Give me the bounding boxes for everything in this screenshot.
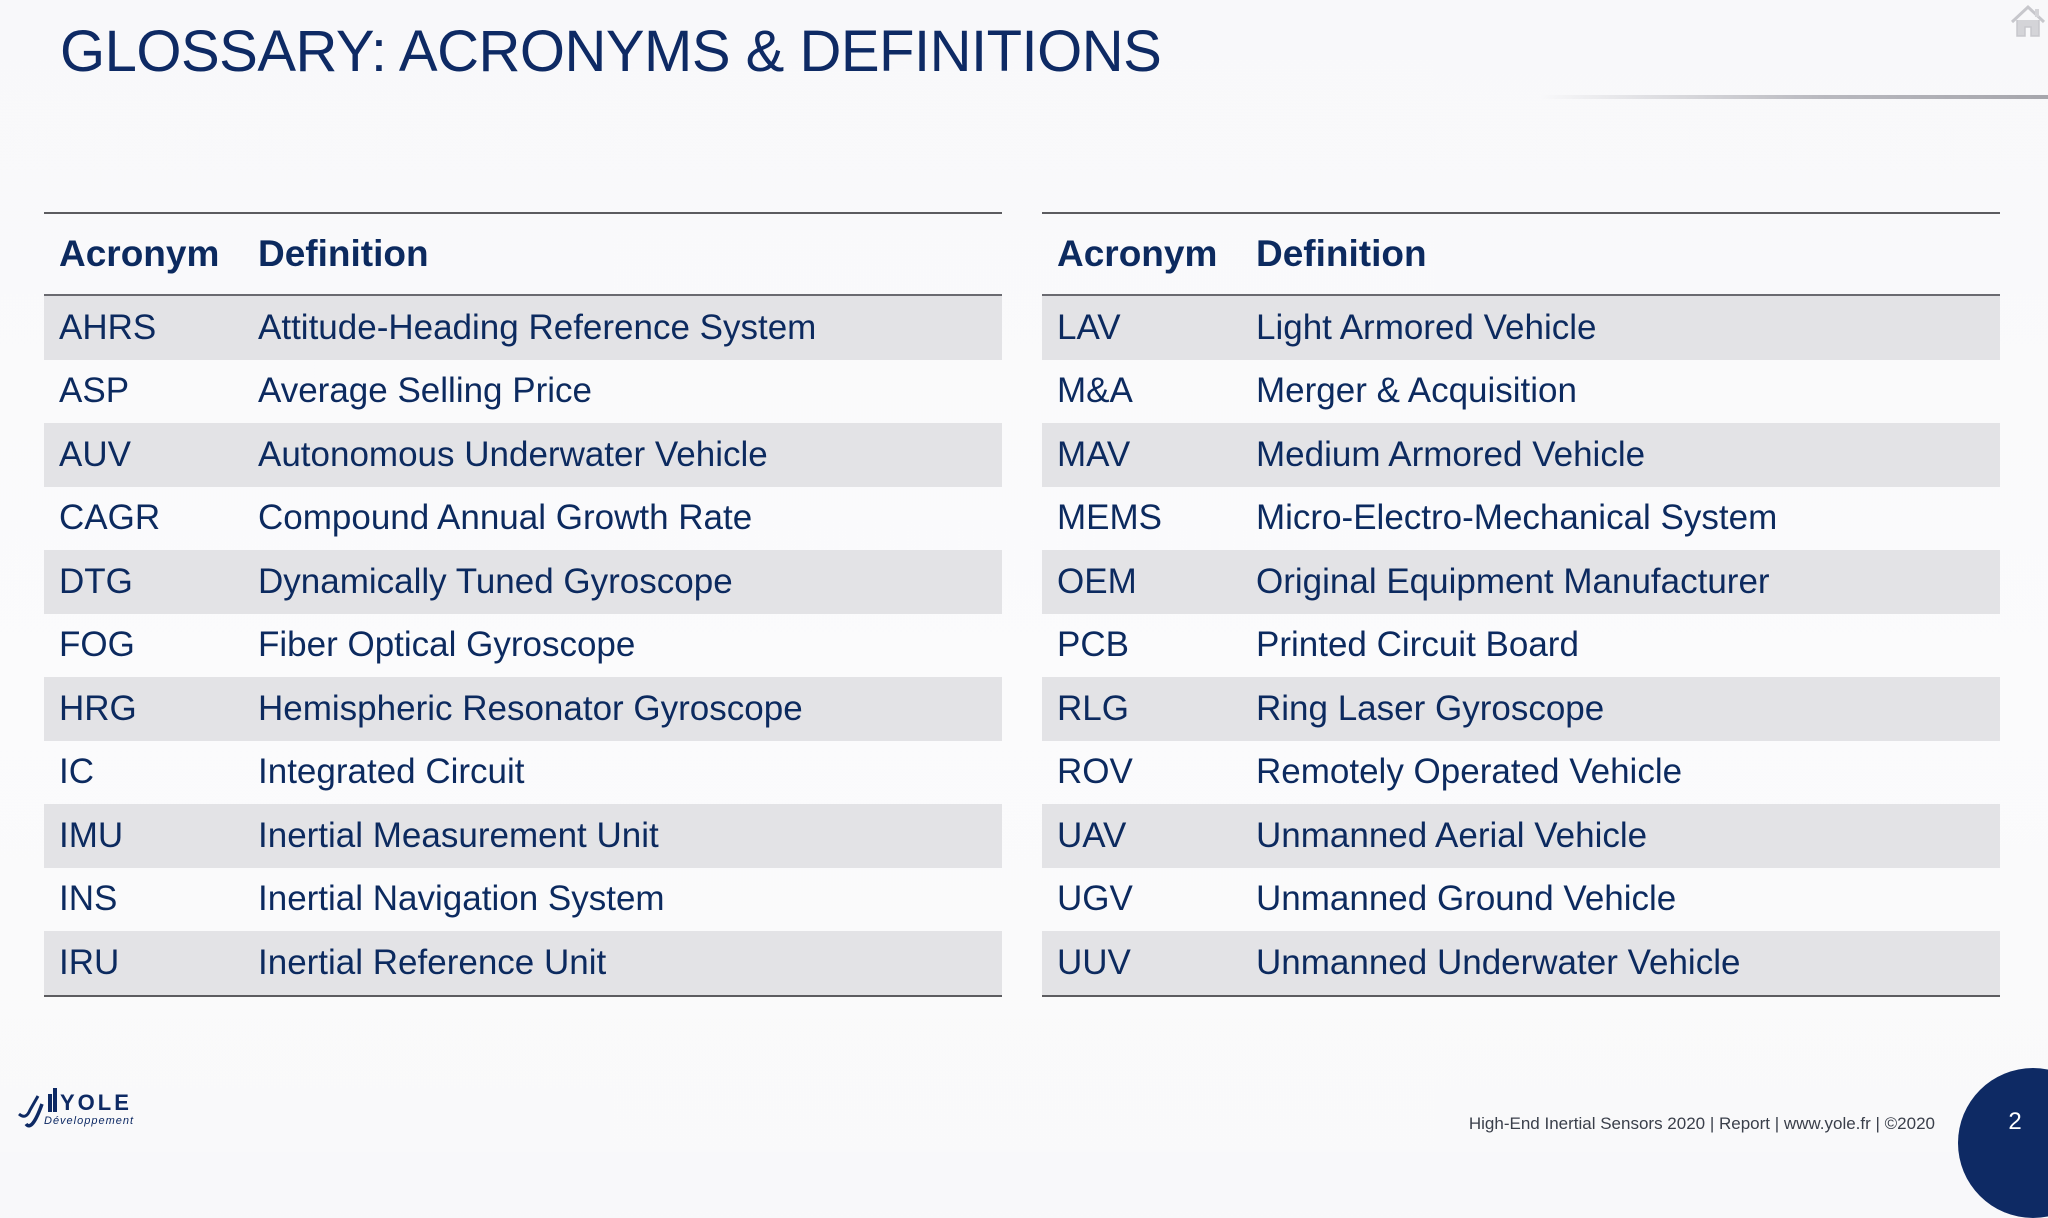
acronym-cell: AHRS — [59, 307, 157, 347]
table-row: HRG Hemispheric Resonator Gyroscope — [44, 677, 1002, 741]
table-row: FOG Fiber Optical Gyroscope — [44, 614, 1002, 678]
acronym-cell: IRU — [59, 942, 120, 982]
definition-cell: Unmanned Aerial Vehicle — [1256, 815, 1648, 855]
table-row: MEMS Micro-Electro-Mechanical System — [1042, 487, 2000, 551]
table-row: MAV Medium Armored Vehicle — [1042, 423, 2000, 487]
acronym-cell: M&A — [1057, 371, 1133, 411]
acronym-cell: IC — [59, 752, 94, 792]
definition-cell: Inertial Measurement Unit — [258, 815, 659, 855]
table-row: DTG Dynamically Tuned Gyroscope — [44, 550, 1002, 614]
definition-cell: Inertial Navigation System — [258, 879, 665, 919]
definition-cell: Fiber Optical Gyroscope — [258, 625, 636, 665]
table-row: IC Integrated Circuit — [44, 741, 1002, 805]
table-row: UAV Unmanned Aerial Vehicle — [1042, 804, 2000, 868]
definition-cell: Integrated Circuit — [258, 752, 525, 792]
table-row: UGV Unmanned Ground Vehicle — [1042, 868, 2000, 932]
table-row: AHRS Attitude-Heading Reference System — [44, 296, 1002, 360]
table-row: UUV Unmanned Underwater Vehicle — [1042, 931, 2000, 995]
acronym-cell: LAV — [1057, 307, 1121, 347]
definition-cell: Unmanned Ground Vehicle — [1256, 879, 1677, 919]
table-row: IRU Inertial Reference Unit — [44, 931, 1002, 995]
definition-cell: Attitude-Heading Reference System — [258, 307, 817, 347]
table-header: Acronym Definition — [44, 214, 1002, 296]
acronym-cell: FOG — [59, 625, 135, 665]
definition-cell: Remotely Operated Vehicle — [1256, 752, 1683, 792]
logo-name: YOLE — [60, 1090, 132, 1115]
acronym-cell: INS — [59, 879, 118, 919]
definition-cell: Autonomous Underwater Vehicle — [258, 434, 768, 474]
table-row: OEM Original Equipment Manufacturer — [1042, 550, 2000, 614]
definition-cell: Medium Armored Vehicle — [1256, 434, 1646, 474]
acronym-cell: MAV — [1057, 434, 1131, 474]
home-icon[interactable] — [2008, 2, 2048, 42]
acronym-cell: UUV — [1057, 942, 1131, 982]
definition-cell: Inertial Reference Unit — [258, 942, 607, 982]
page-title: GLOSSARY: ACRONYMS & DEFINITIONS — [60, 19, 1162, 84]
acronym-cell: RLG — [1057, 688, 1129, 728]
table-row: ROV Remotely Operated Vehicle — [1042, 741, 2000, 805]
definition-cell: Dynamically Tuned Gyroscope — [258, 561, 733, 601]
yole-logo: YOLE Développement — [18, 1088, 134, 1128]
page-number: 2 — [2008, 1108, 2022, 1135]
table-row: M&A Merger & Acquisition — [1042, 360, 2000, 424]
column-header-definition: Definition — [258, 233, 429, 274]
table-header: Acronym Definition — [1042, 214, 2000, 296]
column-header-definition: Definition — [1256, 233, 1427, 274]
title-divider — [1540, 95, 2048, 99]
definition-cell: Micro-Electro-Mechanical System — [1256, 498, 1778, 538]
acronym-cell: OEM — [1057, 561, 1137, 601]
definition-cell: Ring Laser Gyroscope — [1256, 688, 1605, 728]
acronym-cell: IMU — [59, 815, 124, 855]
logo-subtitle: Développement — [44, 1115, 134, 1127]
glossary-table-right: Acronym Definition LAV Light Armored Veh… — [1042, 212, 2000, 997]
acronym-cell: CAGR — [59, 498, 161, 538]
table-row: CAGR Compound Annual Growth Rate — [44, 487, 1002, 551]
definition-cell: Light Armored Vehicle — [1256, 307, 1597, 347]
acronym-cell: HRG — [59, 688, 137, 728]
table-row: AUV Autonomous Underwater Vehicle — [44, 423, 1002, 487]
definition-cell: Hemispheric Resonator Gyroscope — [258, 688, 803, 728]
page-number-badge — [1958, 1068, 2048, 1218]
acronym-cell: ASP — [59, 371, 130, 411]
definition-cell: Unmanned Underwater Vehicle — [1256, 942, 1741, 982]
table-row: ASP Average Selling Price — [44, 360, 1002, 424]
acronym-cell: AUV — [59, 434, 131, 474]
acronym-cell: UGV — [1057, 879, 1133, 919]
table-row: PCB Printed Circuit Board — [1042, 614, 2000, 678]
column-header-acronym: Acronym — [59, 233, 220, 274]
definition-cell: Original Equipment Manufacturer — [1256, 561, 1770, 601]
definition-cell: Merger & Acquisition — [1256, 371, 1577, 411]
table-row: IMU Inertial Measurement Unit — [44, 804, 1002, 868]
footer-text: High-End Inertial Sensors 2020 | Report … — [1468, 1114, 1935, 1133]
acronym-cell: PCB — [1057, 625, 1129, 665]
table-row: LAV Light Armored Vehicle — [1042, 296, 2000, 360]
acronym-cell: MEMS — [1057, 498, 1162, 538]
column-header-acronym: Acronym — [1057, 233, 1218, 274]
definition-cell: Printed Circuit Board — [1256, 625, 1579, 665]
acronym-cell: ROV — [1057, 752, 1133, 792]
table-row: INS Inertial Navigation System — [44, 868, 1002, 932]
glossary-table-left: Acronym Definition AHRS Attitude-Heading… — [44, 212, 1002, 997]
table-row: RLG Ring Laser Gyroscope — [1042, 677, 2000, 741]
definition-cell: Average Selling Price — [258, 371, 592, 411]
acronym-cell: UAV — [1057, 815, 1127, 855]
definition-cell: Compound Annual Growth Rate — [258, 498, 753, 538]
acronym-cell: DTG — [59, 561, 133, 601]
